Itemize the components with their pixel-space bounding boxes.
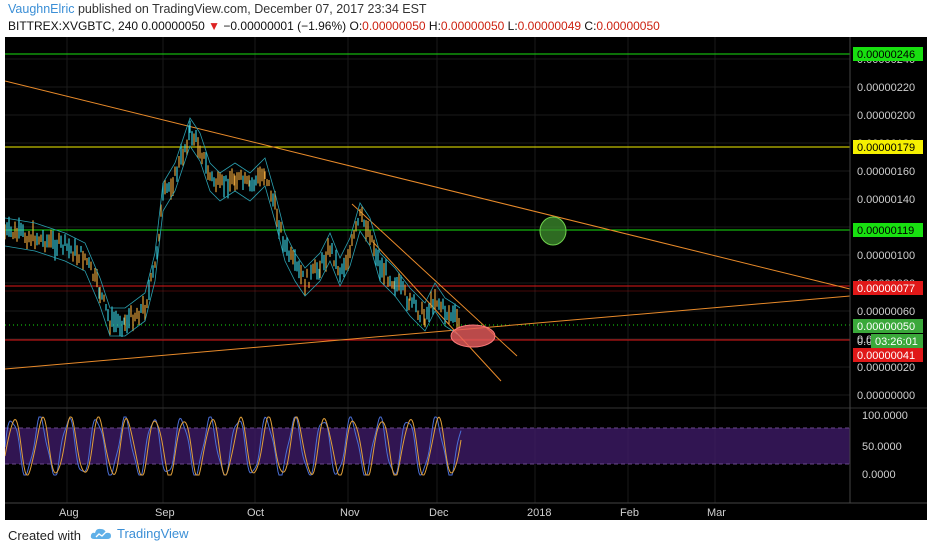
time-label: Nov bbox=[340, 507, 360, 519]
price-tick: 0.00000200 bbox=[857, 110, 915, 122]
author-link[interactable]: VaughnElric bbox=[8, 2, 75, 16]
time-label: Dec bbox=[429, 507, 449, 519]
created-with-label: Created with bbox=[8, 528, 81, 543]
publish-info: published on TradingView.com, December 0… bbox=[77, 2, 427, 16]
time-label: Feb bbox=[620, 507, 639, 519]
chart-canvas[interactable]: 0.000002400.000002200.000002000.00000180… bbox=[5, 37, 927, 520]
stoch-k-line bbox=[5, 416, 462, 476]
tag-yellow: 0.00000179 bbox=[853, 140, 923, 154]
target-ellipse-green[interactable] bbox=[539, 216, 567, 246]
osc-tick: 0.0000 bbox=[862, 469, 896, 481]
channel-lower-line[interactable] bbox=[372, 241, 502, 382]
tag-red-top-text: 0.00000077 bbox=[857, 283, 915, 295]
descending-trendline[interactable] bbox=[5, 80, 851, 290]
time-label: Oct bbox=[247, 507, 264, 519]
tradingview-brand-link[interactable]: TradingView bbox=[90, 526, 189, 541]
price-change: −0.00000001 (−1.96%) bbox=[223, 19, 347, 33]
tag-current: 0.00000050 bbox=[853, 319, 923, 333]
price-tick: 0.00000020 bbox=[857, 362, 915, 374]
tag-red-top: 0.00000077 bbox=[853, 281, 923, 295]
band-lower bbox=[5, 145, 461, 337]
price-tick: 0.00000060 bbox=[857, 306, 915, 318]
band-upper bbox=[5, 117, 461, 309]
price-candles bbox=[5, 117, 461, 337]
ascending-trendline[interactable] bbox=[5, 295, 851, 370]
symbol-label[interactable]: BITTREX:XVGBTC, 240 bbox=[8, 19, 139, 33]
time-label: Sep bbox=[155, 507, 175, 519]
close-label: C: bbox=[584, 19, 597, 33]
publish-line: VaughnElric published on TradingView.com… bbox=[8, 2, 427, 16]
tag-partial-text: 0.0 bbox=[857, 336, 872, 348]
time-label: Aug bbox=[59, 507, 79, 519]
time-label: 2018 bbox=[527, 507, 551, 519]
low-label: L: bbox=[507, 19, 518, 33]
price-tick: 0.00000100 bbox=[857, 250, 915, 262]
tag-green-top-text: 0.00000246 bbox=[857, 49, 915, 61]
ohlc-line: BITTREX:XVGBTC, 240 0.00000050 ▼ −0.0000… bbox=[8, 19, 660, 33]
price-tick: 0.00000000 bbox=[857, 390, 915, 402]
tradingview-brand-text: TradingView bbox=[117, 526, 189, 541]
price-tick: 0.00000220 bbox=[857, 82, 915, 94]
tag-red-bottom: 0.00000041 bbox=[853, 348, 923, 362]
tag-yellow-text: 0.00000179 bbox=[857, 142, 915, 154]
high-value: 0.00000050 bbox=[440, 19, 505, 33]
tag-partial: 0.0 bbox=[857, 336, 872, 348]
high-label: H: bbox=[428, 19, 441, 33]
osc-tick: 50.0000 bbox=[862, 441, 902, 453]
last-price: 0.00000050 bbox=[141, 19, 205, 33]
tag-current-text: 0.00000050 bbox=[857, 321, 915, 333]
tag-green-mid: 0.00000119 bbox=[853, 223, 923, 237]
time-label: Mar bbox=[707, 507, 726, 519]
open-label: O: bbox=[349, 19, 363, 33]
stoch-d-line bbox=[5, 416, 462, 476]
tag-green-top: 0.00000246 bbox=[853, 47, 923, 61]
tag-green-mid-text: 0.00000119 bbox=[857, 225, 914, 237]
low-value: 0.00000049 bbox=[517, 19, 582, 33]
close-value: 0.00000050 bbox=[596, 19, 660, 33]
open-value: 0.00000050 bbox=[362, 19, 426, 33]
stoch-rsi-lines bbox=[5, 416, 462, 476]
time-axis[interactable]: Aug Sep Oct Nov Dec 2018 Feb Mar bbox=[59, 507, 726, 519]
price-tick: 0.00000160 bbox=[857, 166, 915, 178]
down-arrow-icon: ▼ bbox=[208, 19, 221, 33]
price-tick: 0.00000140 bbox=[857, 194, 915, 206]
osc-tick: 100.0000 bbox=[862, 410, 908, 422]
oscillator-axis[interactable]: 100.0000 50.0000 0.0000 bbox=[862, 410, 908, 481]
chart-svg[interactable]: 0.000002400.000002200.000002000.00000180… bbox=[5, 37, 927, 520]
tag-red-bottom-text: 0.00000041 bbox=[857, 350, 915, 362]
support-ellipse-red[interactable] bbox=[450, 324, 496, 348]
footer: Created with TradingView bbox=[0, 521, 932, 550]
tradingview-cloud-icon bbox=[90, 528, 111, 539]
countdown-text: 03:26:01 bbox=[875, 336, 918, 348]
tag-countdown: 03:26:01 bbox=[871, 334, 923, 348]
chart-header: VaughnElric published on TradingView.com… bbox=[0, 0, 932, 36]
